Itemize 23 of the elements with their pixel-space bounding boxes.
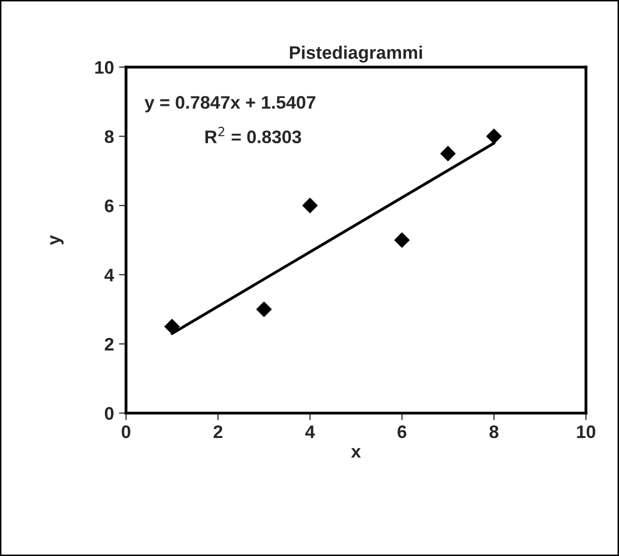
chart-title: Pistediagrammi [290,46,422,63]
y-tick-label: 10 [95,61,114,74]
y-axis-title: y [50,235,64,245]
x-tick-label: 8 [490,425,498,438]
x-tick-label: 2 [214,425,222,438]
annotation: R$^{2}$ = 0.8303 [205,126,302,144]
y-tick-label: 8 [104,130,114,144]
x-axis-title: x [351,448,361,458]
point [440,146,456,162]
x-tick-label: 4 [305,426,315,438]
point [256,302,272,318]
y-tick-label: 0 [104,407,114,420]
y-tick-label: 2 [104,338,114,350]
point [302,198,318,214]
y-tick-label: 6 [104,199,114,212]
x-tick-label: 0 [122,425,130,438]
point [486,128,502,144]
x-tick-label: 6 [398,425,406,438]
annotation: y = 0.7847x + 1.5407 [144,96,316,112]
point [394,232,410,248]
point [164,318,180,334]
x-tick-label: 10 [577,425,596,438]
y-tick-label: 4 [104,268,114,282]
